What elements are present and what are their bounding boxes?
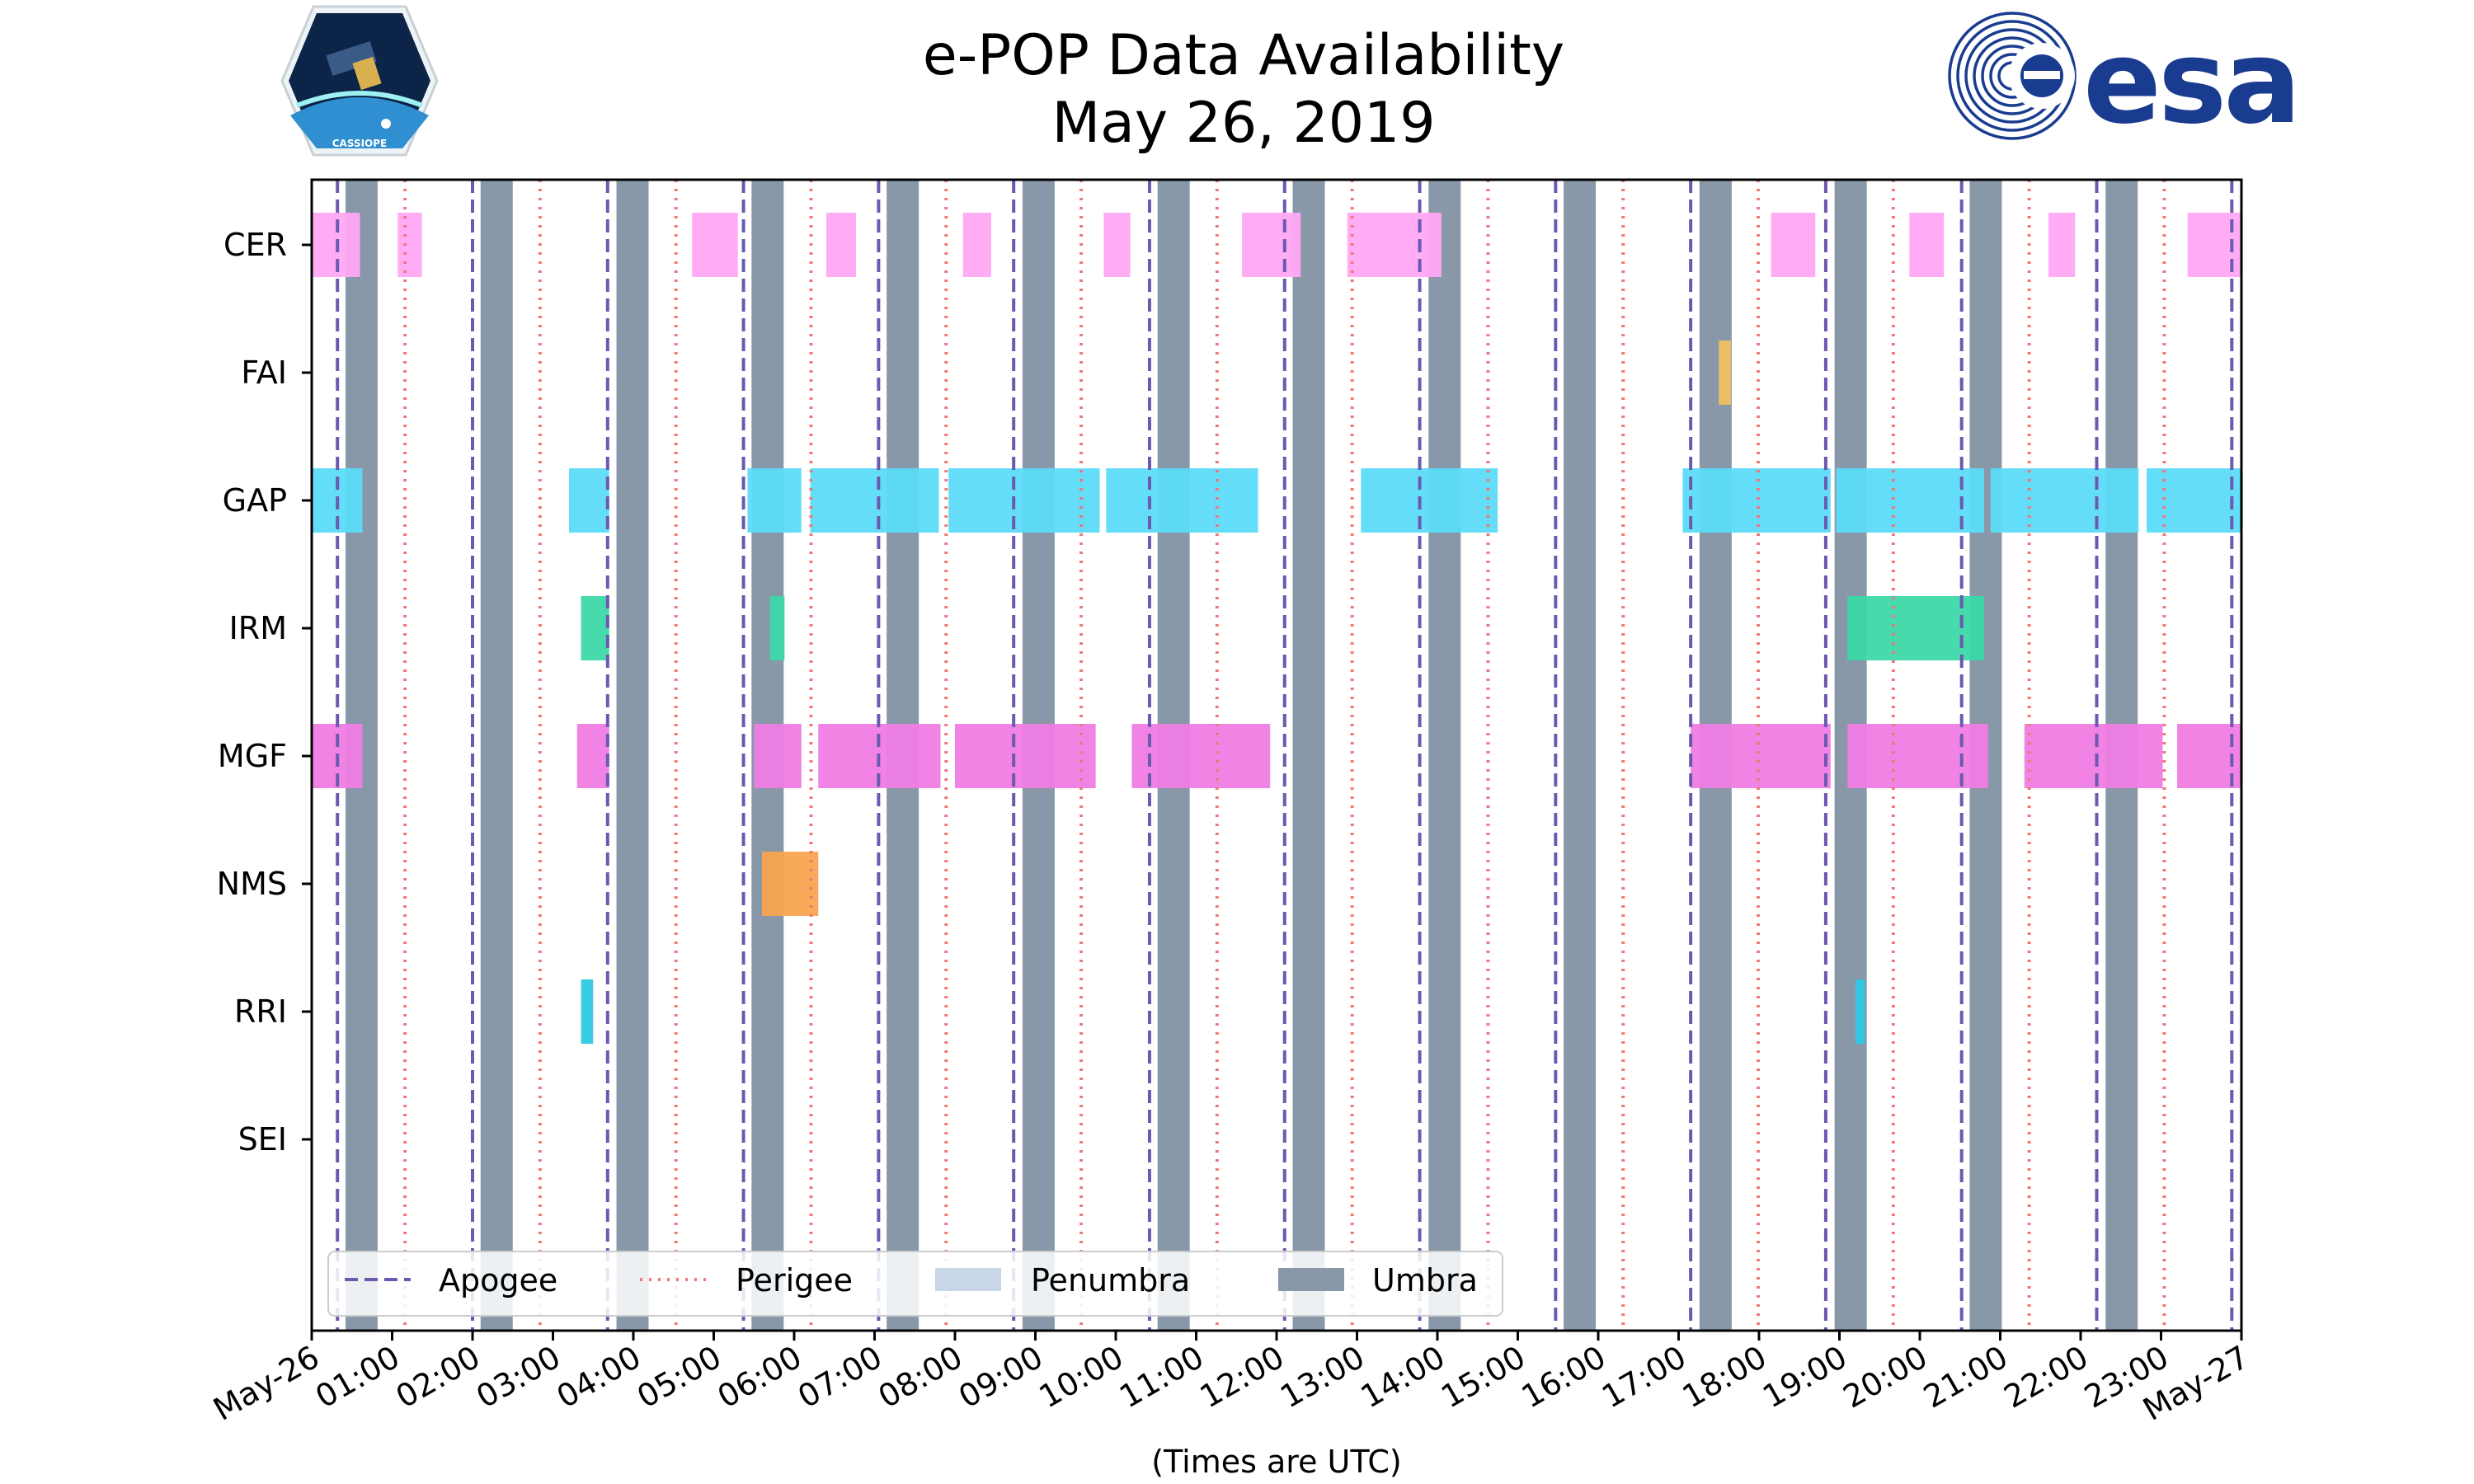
legend-box: [327, 1251, 1503, 1317]
bar-gap: [1836, 468, 1984, 533]
x-tick-label: 16:00: [1516, 1339, 1612, 1416]
bar-fai: [1719, 340, 1731, 405]
bar-mgf: [2024, 724, 2163, 788]
x-tick-label: 09:00: [952, 1339, 1049, 1416]
legend: Apogee Perigee Penumbra Umbra: [327, 1251, 1503, 1317]
x-tick-label: 20:00: [1837, 1339, 1934, 1416]
x-tick-label: 03:00: [470, 1339, 567, 1416]
perigee-layer: [403, 180, 2166, 1331]
bar-nms: [762, 852, 819, 916]
bar-mgf: [576, 724, 609, 788]
cassiope-mission-patch-icon: CASSIOPE: [280, 5, 439, 157]
bar-cer: [2048, 213, 2076, 277]
x-tick-label: 17:00: [1596, 1339, 1692, 1416]
bar-gap: [948, 468, 1100, 533]
bar-cer: [692, 213, 738, 277]
bar-cer: [1909, 213, 1945, 277]
y-tick-label: RRI: [234, 993, 287, 1030]
x-tick-label: 21:00: [1917, 1339, 2014, 1416]
y-tick-label: SEI: [238, 1121, 287, 1158]
chart-subtitle: May 26, 2019: [1051, 91, 1435, 156]
esa-logo-icon: esa: [1948, 12, 2302, 150]
bars-layer: [312, 213, 2241, 1044]
x-axis-label: (Times are UTC): [1151, 1444, 1401, 1480]
x-tick-label: 14:00: [1355, 1339, 1451, 1416]
legend-perigee-label: Perigee: [736, 1262, 853, 1298]
bar-gap: [747, 468, 802, 533]
apogee-layer: [336, 180, 2234, 1331]
y-tick-label: IRM: [229, 610, 287, 646]
x-tick-label: 19:00: [1757, 1339, 1853, 1416]
x-axis: May-2601:0002:0003:0004:0005:0006:0007:0…: [207, 1331, 2255, 1428]
x-tick-label: 18:00: [1677, 1339, 1773, 1416]
legend-penumbra-swatch: [935, 1268, 1001, 1291]
x-tick-label: 10:00: [1033, 1339, 1130, 1416]
umbra-band: [1428, 180, 1461, 1331]
x-tick-label: 07:00: [792, 1339, 888, 1416]
bar-cer: [826, 213, 857, 277]
x-tick-label: May-26: [207, 1339, 325, 1428]
esa-logo-text: esa: [2083, 16, 2298, 150]
umbra-band: [480, 180, 513, 1331]
bar-rri: [1856, 979, 1865, 1044]
x-tick-label: 12:00: [1194, 1339, 1291, 1416]
x-tick-label: 13:00: [1274, 1339, 1371, 1416]
bar-gap: [1682, 468, 1831, 533]
bar-gap: [1361, 468, 1498, 533]
y-tick-label: GAP: [223, 482, 287, 519]
legend-apogee-label: Apogee: [439, 1262, 557, 1298]
umbra-band: [1564, 180, 1597, 1331]
x-tick-label: 02:00: [390, 1339, 487, 1416]
y-axis: CER FAI GAP IRM MGF NMS RRI SEI: [217, 227, 312, 1158]
bar-irm: [1847, 596, 1984, 660]
x-tick-label: 01:00: [309, 1339, 406, 1416]
bar-gap: [2146, 468, 2241, 533]
umbra-band: [1292, 180, 1325, 1331]
bar-gap: [1106, 468, 1258, 533]
bar-mgf: [754, 724, 802, 788]
chart-title: e-POP Data Availability: [923, 23, 1564, 88]
bar-mgf: [955, 724, 1096, 788]
y-tick-label: FAI: [241, 355, 287, 391]
x-tick-label: 08:00: [872, 1339, 969, 1416]
y-tick-label: MGF: [218, 738, 287, 774]
x-tick-label: 04:00: [551, 1339, 647, 1416]
legend-umbra-label: Umbra: [1372, 1262, 1478, 1298]
bar-mgf: [1691, 724, 1831, 788]
patch-text: CASSIOPE: [332, 138, 388, 149]
bar-mgf: [1847, 724, 1988, 788]
bar-rri: [581, 979, 594, 1044]
bar-cer: [1347, 213, 1442, 277]
x-tick-label: 05:00: [631, 1339, 727, 1416]
umbra-band: [616, 180, 649, 1331]
bar-mgf: [1131, 724, 1271, 788]
bar-irm: [769, 596, 785, 660]
bar-cer: [1242, 213, 1301, 277]
bar-irm: [581, 596, 609, 660]
y-tick-label: CER: [223, 227, 287, 263]
bar-cer: [1103, 213, 1131, 277]
x-tick-label: 15:00: [1435, 1339, 1531, 1416]
bar-cer: [1771, 213, 1816, 277]
legend-penumbra-label: Penumbra: [1031, 1262, 1190, 1298]
y-tick-label: NMS: [217, 866, 287, 902]
bar-gap: [1990, 468, 2139, 533]
bar-cer: [962, 213, 991, 277]
bar-gap: [569, 468, 609, 533]
x-tick-label: 11:00: [1113, 1339, 1210, 1416]
x-tick-label: 06:00: [712, 1339, 808, 1416]
bar-gap: [810, 468, 939, 533]
bar-cer: [397, 213, 422, 277]
x-tick-label: 22:00: [1998, 1339, 2095, 1416]
legend-umbra-swatch: [1278, 1268, 1344, 1291]
